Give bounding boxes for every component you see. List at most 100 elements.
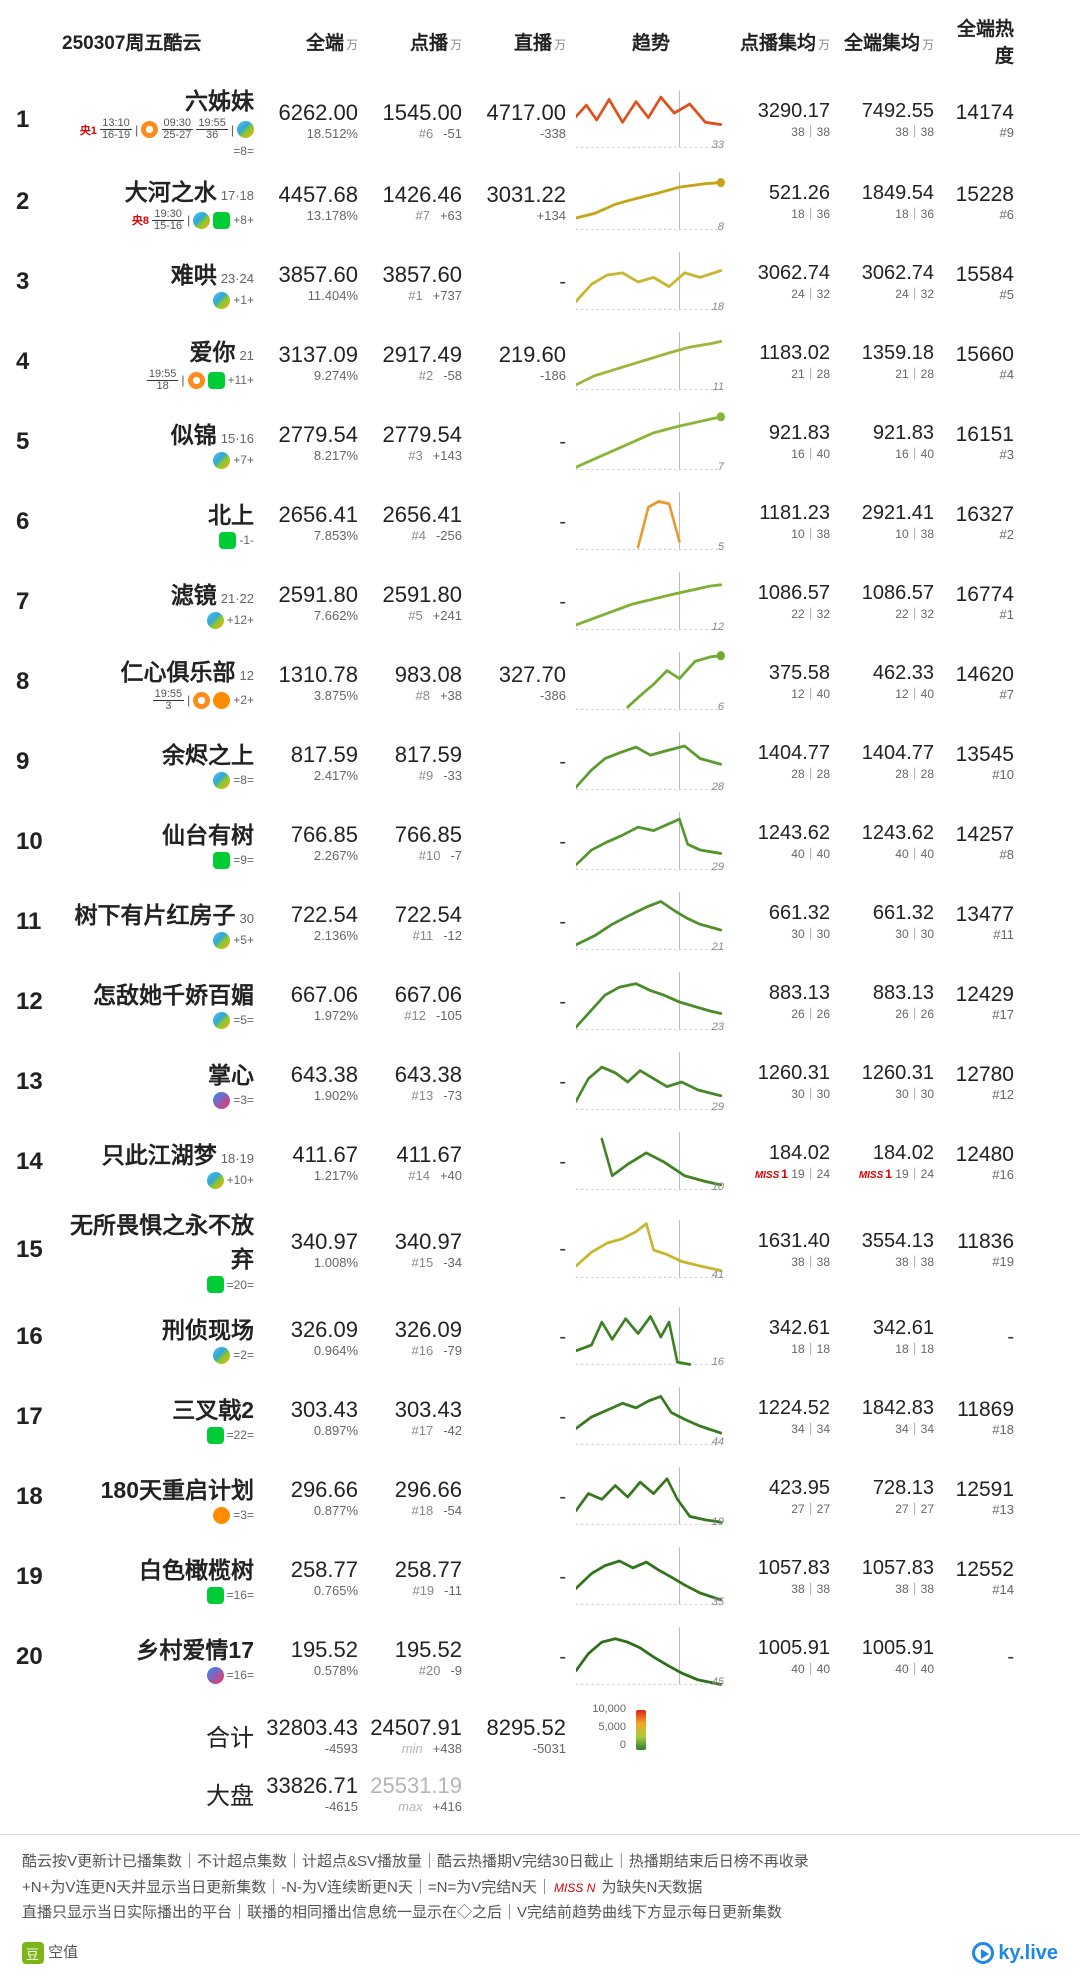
iqiyi-icon [219, 532, 236, 549]
title-cell: 余烬之上 =8= [62, 736, 254, 789]
show-title: 滤镜 [171, 576, 217, 610]
heat-value: 12480 [944, 1143, 1014, 1167]
full-value: 722.54 [264, 902, 358, 928]
vod-value: 326.09 [368, 1317, 462, 1343]
rank-number: 17 [16, 1403, 52, 1431]
full-avg: 1005.91 [840, 1637, 934, 1660]
full-value: 411.67 [264, 1142, 358, 1168]
trend-sparkline: 19 [576, 1465, 726, 1529]
tencent-icon [213, 932, 230, 949]
full-value: 766.85 [264, 822, 358, 848]
play-icon [972, 1942, 994, 1964]
full-avg: 462.33 [840, 662, 934, 685]
vod-avg: 921.83 [736, 422, 830, 445]
title-cell: 刑侦现场 =2= [62, 1311, 254, 1364]
footer-line-3: 直播只显示当日实际播出的平台｜联播的相同播出信息统一显示在◇之后｜V完结前趋势曲… [22, 1900, 1058, 1926]
vod-value: 303.43 [368, 1397, 462, 1423]
vod-value: 983.08 [368, 662, 462, 688]
iqiyi-icon [213, 212, 230, 229]
full-value: 303.43 [264, 1397, 358, 1423]
show-title: 白色橄榄树 [139, 1551, 254, 1585]
rank-number: 20 [16, 1643, 52, 1671]
heat-value: 16774 [944, 583, 1014, 607]
full-value: 667.06 [264, 982, 358, 1008]
vod-avg: 1086.57 [736, 582, 830, 605]
market-full: 33826.71 [264, 1773, 358, 1799]
iqiyi-icon [213, 852, 230, 869]
heat-value: 12780 [944, 1063, 1014, 1087]
title-cell: 180天重启计划 =3= [62, 1471, 254, 1524]
vod-avg: 1224.52 [736, 1397, 830, 1420]
heat-value: 15584 [944, 263, 1014, 287]
header-date: 250307周五酷云 [62, 33, 201, 54]
heat-value: 16151 [944, 423, 1014, 447]
tencent-icon [237, 121, 254, 138]
rank-number: 10 [16, 828, 52, 856]
full-avg: 3062.74 [840, 262, 934, 285]
trend-sparkline: 21 [576, 890, 726, 954]
title-cell: 滤镜21·22 +12+ [62, 576, 254, 629]
table-row: 12 怎敌她千娇百媚 =5= 667.06 1.972% 667.06 #12-… [0, 962, 1080, 1042]
rank-number: 7 [16, 588, 52, 616]
vod-avg: 423.95 [736, 1477, 830, 1500]
market-vod: 25531.19 [368, 1773, 462, 1799]
vod-avg: 661.32 [736, 902, 830, 925]
live-dash: - [472, 1151, 566, 1174]
heat-value: 14174 [944, 101, 1014, 125]
title-cell: 大河之水17·18 央819:3015-16|+8+ [62, 173, 254, 232]
vod-avg: 3290.17 [736, 100, 830, 123]
vod-value: 2779.54 [368, 422, 462, 448]
live-dash: - [472, 1071, 566, 1094]
live-value: 4717.00 [472, 100, 566, 126]
vod-value: 722.54 [368, 902, 462, 928]
trend-sparkline: 6 [576, 650, 726, 714]
youku-icon [213, 1092, 230, 1109]
vod-avg: 184.02 [736, 1142, 830, 1165]
vod-value: 1545.00 [368, 100, 462, 126]
full-value: 296.66 [264, 1477, 358, 1503]
title-cell: 树下有片红房子30 +5+ [62, 896, 254, 949]
footer-notes: 酷云按V更新计已播集数｜不计超点集数｜计超点&SV播放量｜酷云热播期V完结30日… [0, 1834, 1080, 1988]
table-row: 16 刑侦现场 =2= 326.09 0.964% 326.09 #16-79 … [0, 1297, 1080, 1377]
full-value: 195.52 [264, 1637, 358, 1663]
table-row: 7 滤镜21·22 +12+ 2591.80 7.662% 2591.80 #5… [0, 562, 1080, 642]
tencent-icon [193, 212, 210, 229]
table-row: 3 难哄23·24 +1+ 3857.60 11.404% 3857.60 #1… [0, 242, 1080, 322]
rank-number: 14 [16, 1148, 52, 1176]
title-cell: 似锦15·16 +7+ [62, 416, 254, 469]
full-value: 3137.09 [264, 342, 358, 368]
trend-sparkline: 12 [576, 570, 726, 634]
full-avg: 921.83 [840, 422, 934, 445]
vod-value: 766.85 [368, 822, 462, 848]
full-value: 258.77 [264, 1557, 358, 1583]
full-avg: 2921.41 [840, 502, 934, 525]
trend-sparkline: 29 [576, 1050, 726, 1114]
empty-value-legend: 空值 [22, 1940, 78, 1966]
show-title: 只此江湖梦 [102, 1136, 217, 1170]
heat-value: 12429 [944, 983, 1014, 1007]
total-full: 32803.43 [264, 1715, 358, 1741]
title-cell: 爱你21 19:5518|+11+ [62, 333, 254, 392]
trend-sparkline: 18 [576, 250, 726, 314]
vod-avg: 521.26 [736, 182, 830, 205]
table-row: 4 爱你21 19:5518|+11+ 3137.09 9.274% 2917.… [0, 322, 1080, 402]
col-full-avg: 全端集均 [844, 33, 920, 54]
youku-icon [207, 1667, 224, 1684]
iqiyi-icon [208, 372, 225, 389]
col-vod-avg: 点播集均 [740, 33, 816, 54]
show-title: 掌心 [208, 1056, 254, 1090]
trend-sparkline: 35 [576, 1545, 726, 1609]
live-dash: - [472, 511, 566, 534]
vod-value: 2656.41 [368, 502, 462, 528]
title-cell: 仙台有树 =9= [62, 816, 254, 869]
vod-avg: 883.13 [736, 982, 830, 1005]
table-row: 10 仙台有树 =9= 766.85 2.267% 766.85 #10-7 - [0, 802, 1080, 882]
market-label: 大盘 [62, 1776, 254, 1811]
table-body: 1 六姊妹 央113:1016-19|09:3025-2719:5536|=8=… [0, 78, 1080, 1697]
live-dash: - [472, 431, 566, 454]
total-vod: 24507.91 [368, 1715, 462, 1741]
trend-sparkline: 41 [576, 1218, 726, 1282]
rank-number: 6 [16, 508, 52, 536]
full-value: 6262.00 [264, 100, 358, 126]
live-dash: - [472, 1486, 566, 1509]
